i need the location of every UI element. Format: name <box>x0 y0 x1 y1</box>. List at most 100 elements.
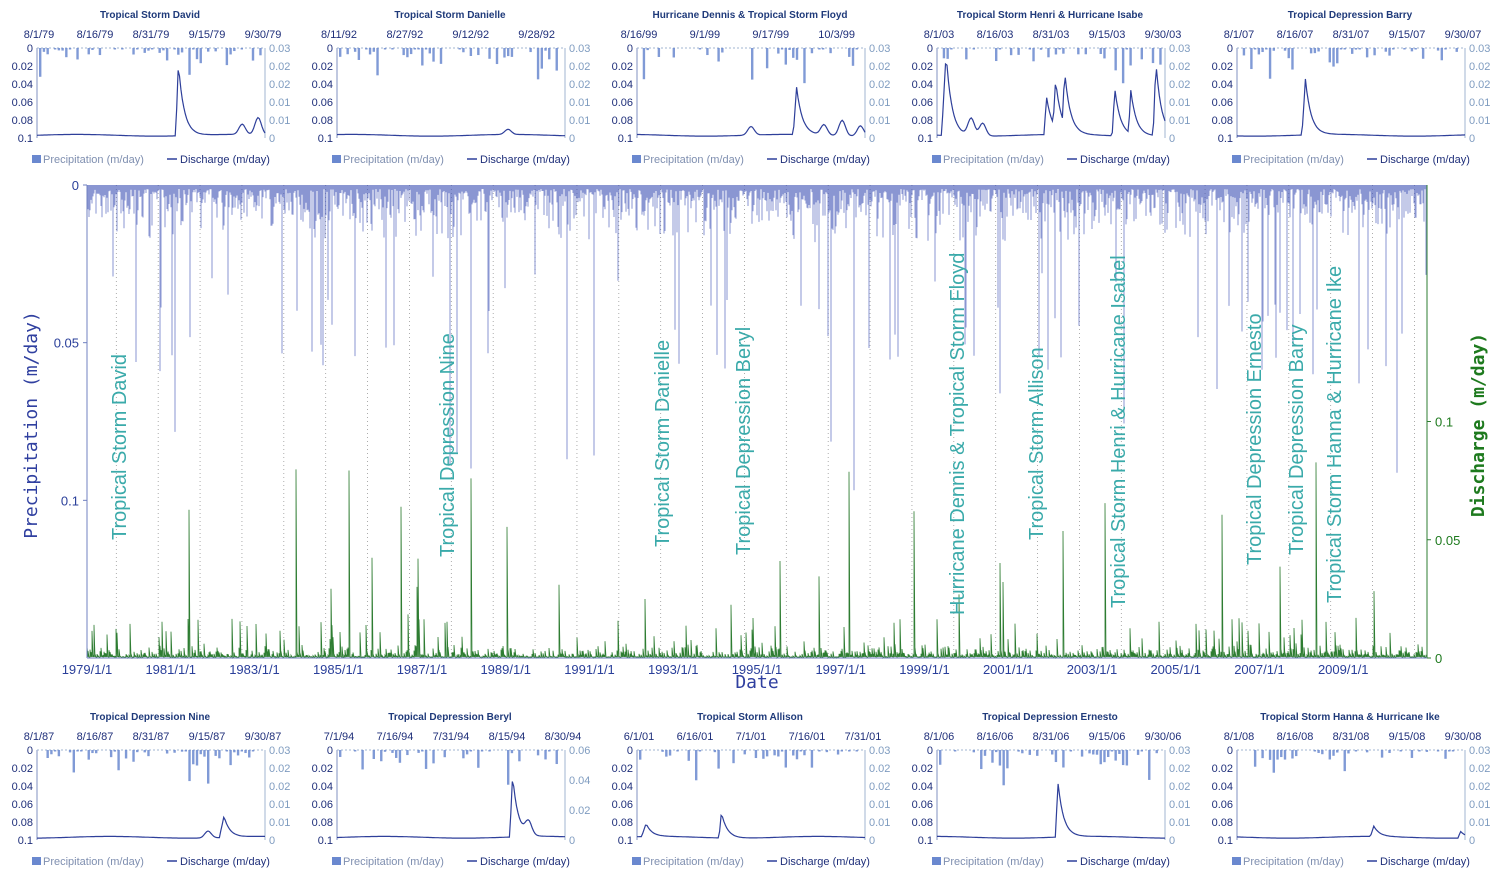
right-tick-label: 0.01 <box>1169 97 1190 109</box>
precip-bar <box>754 750 758 759</box>
precip-bar <box>1114 48 1117 71</box>
precip-bar <box>732 750 735 764</box>
right-tick-label: 0.02 <box>1169 763 1190 775</box>
discharge-line <box>37 815 265 839</box>
right-tick-label: 0.02 <box>1169 79 1190 91</box>
precip-bar <box>469 48 473 57</box>
right-tick-label: 0.02 <box>269 763 290 775</box>
precip-bar <box>810 750 814 768</box>
precip-bar <box>368 48 372 55</box>
x-tick-label: 1993/1/1 <box>648 662 699 677</box>
precip-bar <box>792 750 795 756</box>
precip-bar <box>409 48 413 55</box>
x-tick-label: 8/16/07 <box>1277 29 1314 41</box>
legend-discharge-label: Discharge (m/day) <box>1080 154 1170 166</box>
precip-bar <box>225 750 229 752</box>
left-tick-label: 0 <box>327 43 333 55</box>
panel-title: Hurricane Dennis & Tropical Storm Floyd <box>652 10 847 21</box>
right-tick-label: 0.02 <box>1169 61 1190 73</box>
right-tick-label: 0.02 <box>869 61 890 73</box>
precip-bar <box>39 48 42 77</box>
precip-bar <box>518 750 521 762</box>
precip-bar <box>1062 48 1065 54</box>
precip-bar <box>529 48 532 53</box>
left-tick-label: 0.06 <box>12 97 33 109</box>
precip-bar <box>510 48 514 57</box>
right-tick-label: 0.02 <box>1469 79 1490 91</box>
precip-bar <box>1017 750 1020 752</box>
event-panel-svg: Hurricane Dennis & Tropical Storm Floyd 8… <box>612 10 891 166</box>
precip-bar <box>721 48 724 53</box>
precip-bar <box>339 750 342 757</box>
precip-bar <box>855 750 858 752</box>
x-tick-label: 6/1/01 <box>624 731 655 743</box>
precip-bar <box>136 48 139 50</box>
right-tick-label: 0.01 <box>869 799 890 811</box>
precip-bar <box>42 48 46 52</box>
precip-bar <box>777 48 780 54</box>
precip-bar <box>1339 48 1343 50</box>
precip-bar <box>765 48 769 69</box>
legend-precip-swatch <box>632 857 641 865</box>
x-tick-label: 8/1/08 <box>1224 731 1255 743</box>
x-tick-label: 9/15/03 <box>1089 29 1126 41</box>
precip-bar <box>353 48 357 52</box>
right-tick-label: 0.01 <box>1469 799 1490 811</box>
x-tick-label: 8/31/07 <box>1333 29 1370 41</box>
left-tick-label: 0.08 <box>1212 817 1233 829</box>
precip-bar <box>1388 750 1391 753</box>
right-tick-label: 0 <box>269 133 275 145</box>
precip-bar <box>214 48 217 52</box>
event-panel: Tropical Depression Beryl 7/1/94 7/16/94 7/… <box>300 702 600 874</box>
precip-bar <box>1287 48 1290 59</box>
precip-bar <box>1354 750 1358 752</box>
precip-bar <box>372 48 375 52</box>
precip-bar <box>251 750 255 752</box>
precip-bar <box>1421 48 1425 59</box>
right-tick-label: 0.01 <box>1469 115 1490 127</box>
event-label: Tropical Storm Henri & Hurricane Isabel <box>1108 255 1130 608</box>
right-tick-label: 0.03 <box>869 745 890 757</box>
precip-bar <box>548 48 551 60</box>
right-tick-label: 0 <box>869 133 875 145</box>
x-tick-label: 1979/1/1 <box>62 662 113 677</box>
legend-discharge-label: Discharge (m/day) <box>1380 154 1470 166</box>
precip-bar <box>792 48 795 58</box>
left-tick-label: 0 <box>627 43 633 55</box>
discharge-line <box>1236 78 1466 137</box>
precip-bar <box>199 750 202 755</box>
discharge-line <box>336 128 565 137</box>
precip-bar <box>117 750 120 771</box>
left-tick-label: 0.04 <box>312 79 333 91</box>
precip-bar <box>1257 48 1261 55</box>
x-tick-label: 8/16/08 <box>1277 731 1314 743</box>
precip-bar <box>80 750 83 752</box>
event-labels: Tropical Storm David Tropical Depression … <box>109 253 1346 615</box>
precip-bar <box>1028 48 1031 50</box>
right-tick-label: 0.02 <box>1169 781 1190 793</box>
precip-bar <box>1328 48 1331 63</box>
x-tick-label: 1987/1/1 <box>397 662 448 677</box>
left-tick-label: 0.1 <box>918 133 933 145</box>
precip-bar <box>818 750 821 752</box>
precip-bar <box>1268 750 1272 760</box>
precip-bar <box>1380 750 1384 758</box>
x-tick-label: 9/15/08 <box>1389 731 1426 743</box>
left-tick-label: 0.02 <box>1212 763 1233 775</box>
x-tick-label: 8/16/87 <box>77 731 114 743</box>
legend-precip-swatch <box>1232 857 1241 865</box>
event-panel-svg: Tropical Depression Barry 8/1/07 8/16/07 8/… <box>1212 10 1491 166</box>
left-tick-label: 0.06 <box>312 799 333 811</box>
event-panel-svg: Tropical Storm Henri & Hurricane Isabe8/… <box>912 10 1191 166</box>
x-tick-label: 1981/1/1 <box>145 662 196 677</box>
x-tick-label: 9/30/06 <box>1145 731 1182 743</box>
event-panel: Tropical Storm David 8/1/79 8/16/79 8/31/79… <box>0 0 300 172</box>
precip-bar <box>195 48 199 60</box>
left-tick-label: 0.08 <box>912 817 933 829</box>
precip-bar <box>113 750 117 752</box>
legend-precip-label: Precipitation (m/day) <box>1243 856 1344 868</box>
event-panel: Tropical Storm Allison 6/1/01 6/16/01 7/1/0… <box>600 702 900 874</box>
right-tick-label: 0.02 <box>869 79 890 91</box>
precip-bar <box>432 750 435 764</box>
precip-bar <box>1343 750 1346 772</box>
